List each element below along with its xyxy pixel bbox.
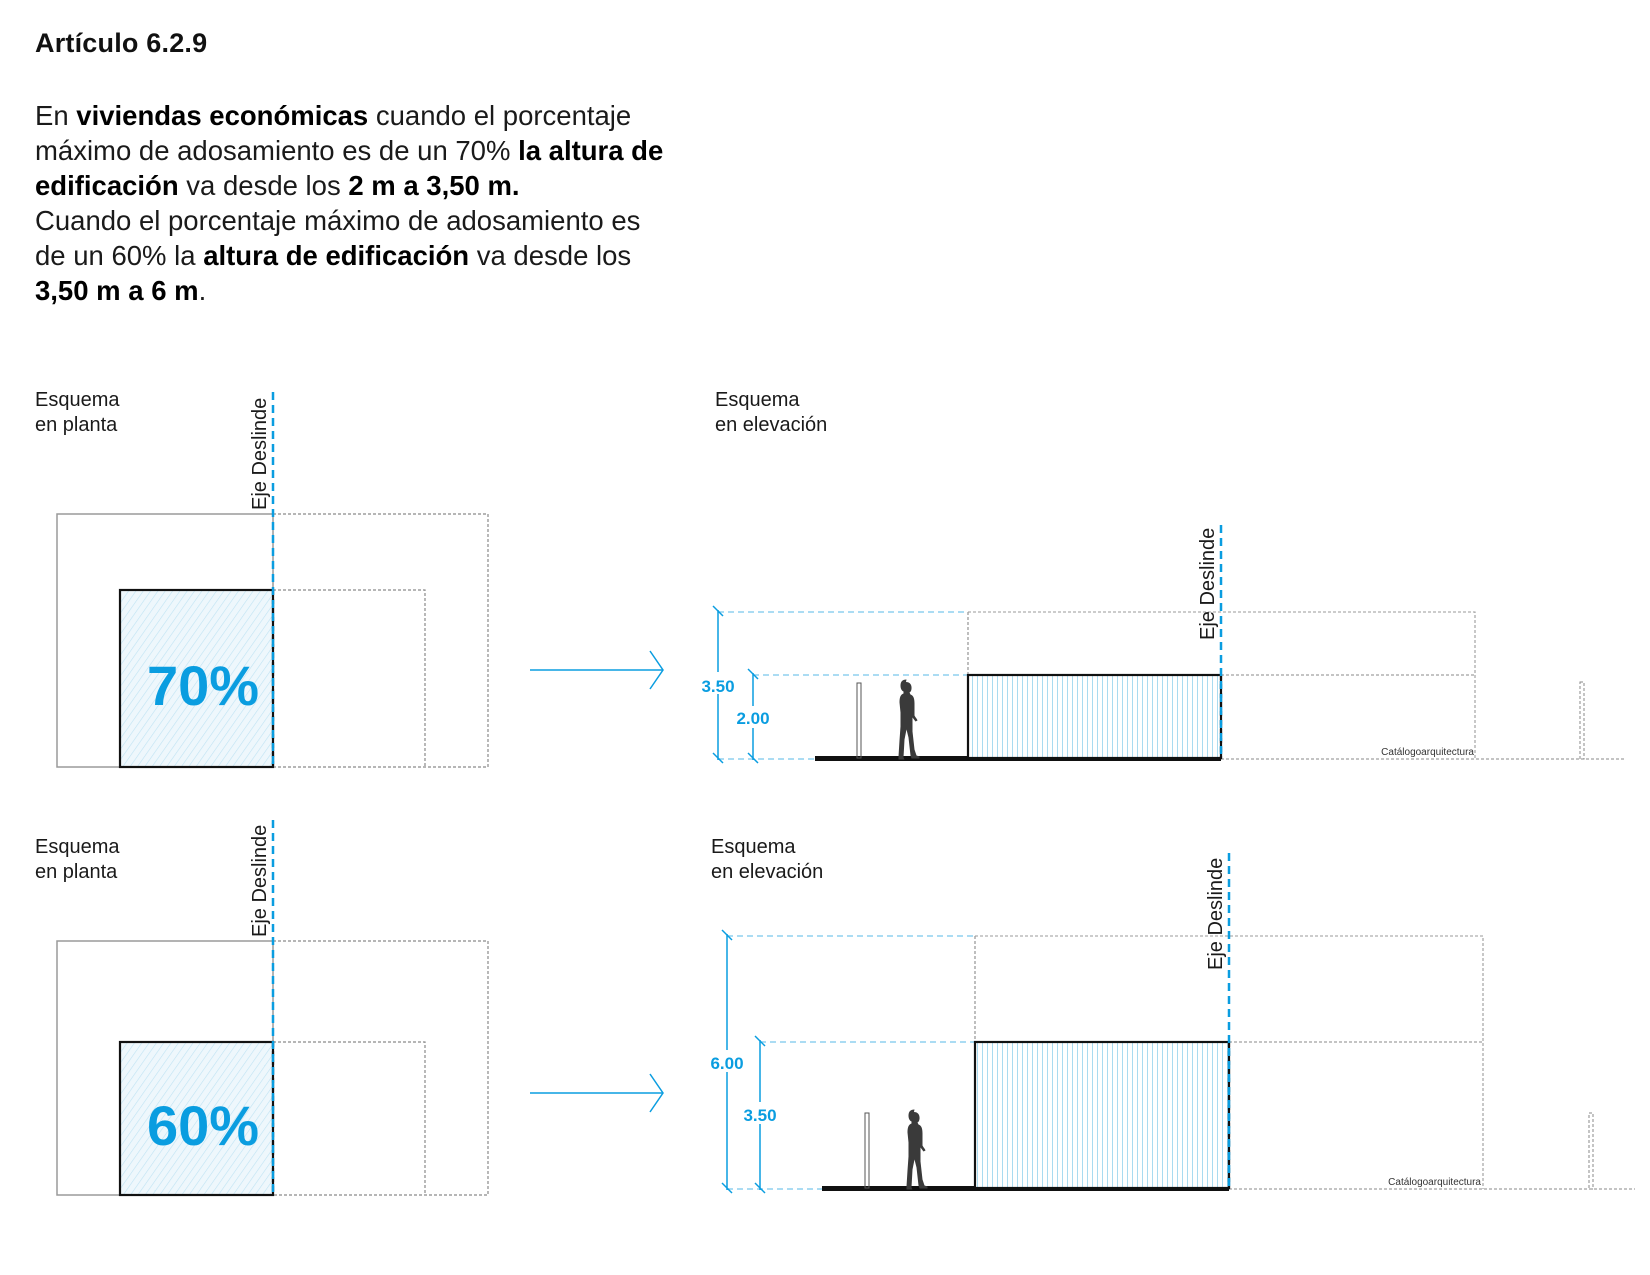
text-run-bold: la altura de edificación (35, 135, 664, 201)
building-footprint (118, 1040, 275, 1197)
neighbor-building-outline (273, 1041, 426, 1195)
dimension-outer-label: 6.00 (710, 1054, 743, 1073)
dimension-outer-label: 3.50 (701, 677, 734, 696)
axis-label: Eje Deslinde (1197, 528, 1219, 640)
text-run-bold: 3,50 m a 6 m (35, 275, 199, 306)
label-line: en elevación (715, 414, 828, 436)
plan-label-2: Esquema en planta (35, 835, 120, 885)
text-run: va desde los (178, 170, 349, 201)
elevation-diagram-1: 3.50 2.00 Eje Deslinde Catálogoarquitect… (698, 525, 1625, 764)
axis-label: Eje Deslinde (1205, 858, 1227, 970)
arrow-right-icon (530, 1073, 664, 1113)
building-footprint (118, 588, 275, 769)
arrow-right-icon (530, 650, 664, 690)
text-run-bold: viviendas económicas (76, 100, 369, 131)
text-run: En (35, 100, 77, 131)
person-silhouette-icon (898, 679, 920, 760)
max-height-envelope (975, 935, 1484, 1189)
elevation-diagram-2: 6.00 3.50 Eje Deslinde Catálogoarquitect… (707, 853, 1635, 1194)
text-run: cuando el porcentaje máximo de adosamien… (35, 100, 632, 166)
plan-diagram-2: Eje Deslinde 60% (56, 820, 489, 1197)
axis-label: Eje Deslinde (249, 398, 271, 510)
dimension-inner-label: 2.00 (736, 709, 769, 728)
text-run: Cuando el porcentaje máximo de adosamien… (35, 205, 641, 271)
text-run: . (198, 275, 207, 306)
neighbor-lot-outline (273, 940, 489, 1196)
neighbor-fence (1588, 1112, 1594, 1190)
neighbor-fence (1579, 681, 1585, 760)
plan-label-1: Esquema en planta (35, 388, 120, 438)
percentage-label: 60% (147, 1094, 259, 1157)
elevation-label-1: Esquema en elevación (715, 388, 827, 438)
neighbor-lot-outline (273, 513, 489, 768)
label-line: Esquema (35, 389, 120, 411)
label-line: en planta (35, 861, 118, 883)
watermark: Catálogoarquitectura (1388, 1177, 1481, 1188)
person-silhouette-icon (906, 1109, 928, 1190)
article-title: Artículo 6.2.9 (35, 28, 208, 58)
article-paragraph: En viviendas económicas cuando el porcen… (35, 98, 675, 308)
neighbor-building-outline (273, 589, 426, 767)
label-line: Esquema (711, 836, 796, 858)
percentage-label: 70% (147, 654, 259, 717)
label-line: en elevación (711, 861, 824, 883)
text-run: va desde los (469, 240, 632, 271)
text-run-bold: altura de edificación (203, 240, 470, 271)
plan-diagram-1: Eje Deslinde 70% (56, 392, 489, 769)
text-run-bold: 2 m a 3,50 m. (348, 170, 520, 201)
label-line: en planta (35, 414, 118, 436)
label-line: Esquema (715, 389, 800, 411)
building-elevation (973, 1040, 1231, 1190)
label-line: Esquema (35, 836, 120, 858)
elevation-label-2: Esquema en elevación (711, 835, 823, 885)
watermark: Catálogoarquitectura (1381, 747, 1474, 758)
fence-post (856, 682, 862, 759)
building-elevation (966, 673, 1223, 760)
fence-post (864, 1112, 870, 1189)
dimension-inner-label: 3.50 (743, 1106, 776, 1125)
axis-label: Eje Deslinde (249, 825, 271, 937)
max-height-envelope (968, 611, 1476, 759)
